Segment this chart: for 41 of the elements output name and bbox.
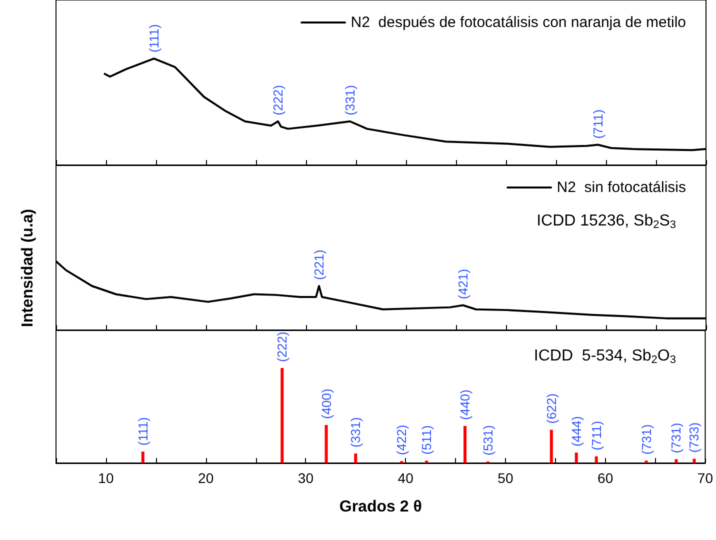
annotation: (731) bbox=[668, 422, 684, 454]
annotation: (711) bbox=[588, 420, 604, 450]
x-tick-label: 70 bbox=[697, 470, 714, 486]
annotation: (222) bbox=[270, 84, 286, 116]
annotation: (111) bbox=[146, 24, 162, 53]
annotation: (221) bbox=[312, 250, 326, 280]
x-tick-label: 40 bbox=[398, 470, 414, 486]
annotation: (711) bbox=[590, 109, 606, 139]
bar bbox=[594, 456, 598, 463]
annotation: (733) bbox=[686, 422, 702, 453]
bar bbox=[280, 368, 284, 463]
bar bbox=[692, 458, 696, 463]
annotation: (331) bbox=[348, 417, 364, 448]
annotation: (111) bbox=[135, 417, 150, 446]
annotation: (444) bbox=[568, 416, 584, 447]
annotation: (400) bbox=[318, 388, 334, 419]
annotation: (422) bbox=[394, 424, 410, 456]
annotation: (731) bbox=[638, 424, 654, 455]
legend-label: N2 después de fotocatálisis con naranja de metilo bbox=[350, 14, 686, 31]
annotation: (531) bbox=[480, 425, 496, 456]
bar bbox=[324, 425, 328, 463]
x-axis-title: Grados 2 θ bbox=[339, 498, 422, 516]
bar bbox=[550, 430, 553, 463]
x-tick-label: 50 bbox=[498, 470, 514, 486]
annotation: (440) bbox=[458, 390, 473, 420]
y-axis-title: Intensidad (u.a) bbox=[20, 208, 36, 328]
bar bbox=[354, 454, 358, 463]
bar bbox=[464, 426, 467, 463]
annotation: (222) bbox=[274, 332, 290, 362]
x-tick-label: 20 bbox=[198, 470, 214, 486]
x-tick-label: 10 bbox=[98, 470, 114, 486]
annotation: (331) bbox=[342, 84, 358, 116]
annotation: (622) bbox=[544, 393, 559, 424]
legend-label: N2 sin fotocatálisis bbox=[556, 179, 686, 196]
bar bbox=[674, 459, 678, 463]
annotation: (421) bbox=[456, 268, 470, 300]
x-tick-label: 30 bbox=[298, 470, 314, 486]
bar bbox=[574, 452, 578, 463]
bar bbox=[141, 452, 144, 463]
annotation: (511) bbox=[419, 425, 434, 455]
x-tick-label: 60 bbox=[598, 470, 614, 486]
